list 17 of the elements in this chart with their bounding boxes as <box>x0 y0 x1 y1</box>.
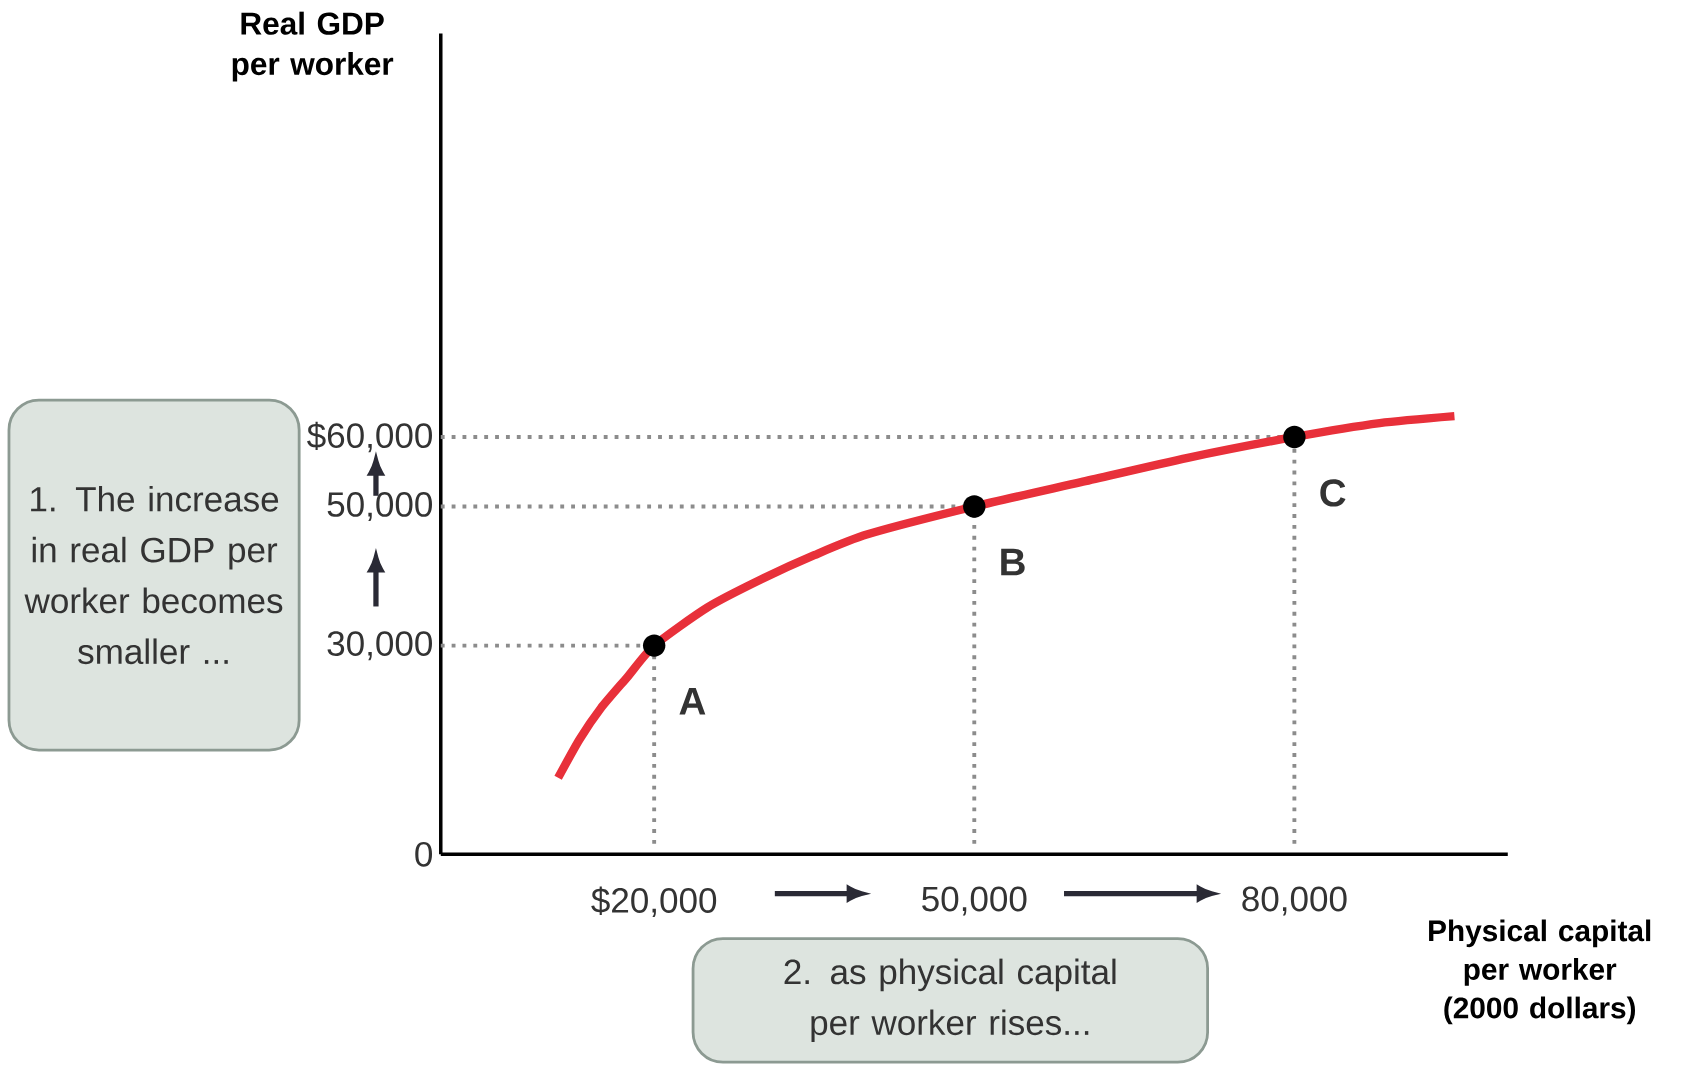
annotation: A <box>679 687 706 715</box>
x-tick-label: 50,000 <box>922 886 1027 916</box>
y-tick-label: 30,000 <box>327 631 432 661</box>
y-tick-label: $60,000 <box>307 421 432 453</box>
annotation: C <box>1320 479 1346 507</box>
y-axis-title: Real GDP per worker <box>232 11 394 82</box>
text: 2. as physical capital per worker rises... <box>784 958 1116 1042</box>
point <box>963 495 986 518</box>
point <box>642 634 666 657</box>
x-tick-label: 80,000 <box>1242 886 1347 916</box>
y-tick-label: 50,000 <box>327 491 432 521</box>
point <box>1283 425 1306 449</box>
x-axis-title: Physical capital per worker (2000 dollars) <box>1429 919 1651 1025</box>
x-tick-label: $20,000 <box>591 886 717 917</box>
annotation: B <box>1001 548 1025 576</box>
text: 1. The increase in real GDP per worker becomes smaller ... <box>24 485 283 665</box>
y-tick-label: 0 <box>415 841 433 867</box>
